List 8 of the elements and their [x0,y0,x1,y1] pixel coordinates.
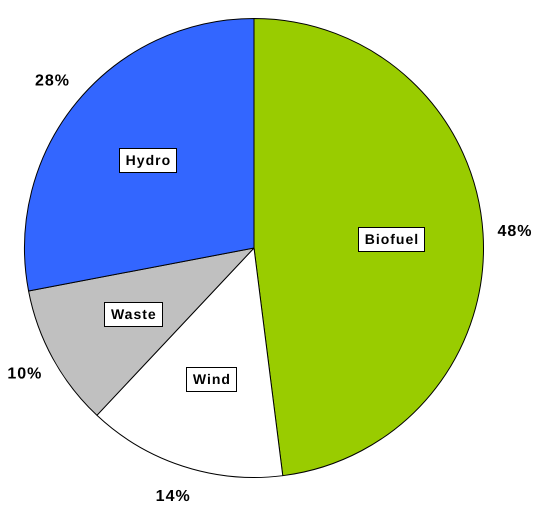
data-label: 48% [497,222,532,240]
slice-label: Waste [110,306,157,322]
slice-label: Hydro [126,152,172,168]
data-label: 14% [156,488,191,506]
slice-label: Wind [192,370,231,387]
data-label: 10% [7,365,42,382]
data-label: 28% [34,72,70,90]
slice-label: Biofuel [364,231,420,248]
